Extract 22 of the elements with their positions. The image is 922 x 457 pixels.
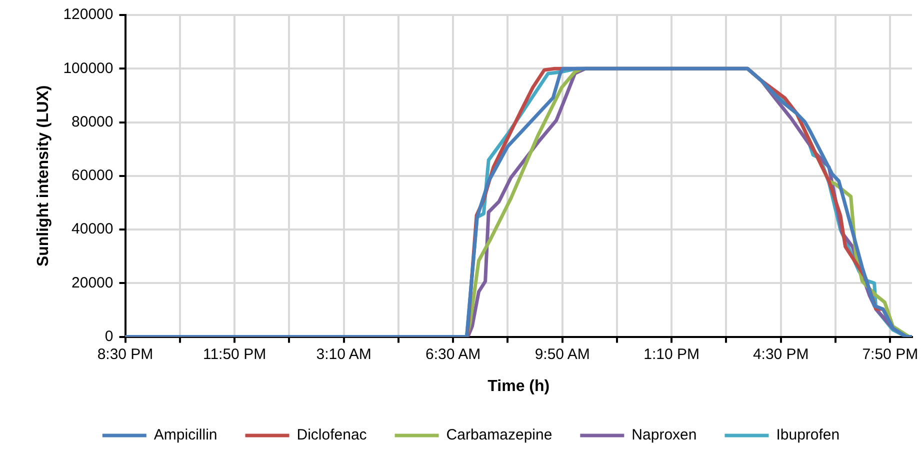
legend-label: Naproxen — [632, 426, 697, 444]
y-tick-label: 120000 — [63, 6, 114, 24]
y-tick-label: 0 — [104, 328, 114, 345]
legend-label: Diclofenac — [296, 426, 368, 444]
x-tick-label: 6:30 AM — [426, 346, 481, 363]
x-tick-label: 1:10 PM — [644, 346, 700, 363]
x-tick-label: 9:50 AM — [534, 346, 590, 363]
legend-label: Ibuprofen — [776, 426, 840, 444]
x-tick-label: 4:30 PM — [752, 346, 809, 363]
x-tick-label: 3:10 AM — [316, 346, 372, 363]
y-tick-label: 40000 — [72, 220, 114, 238]
legend-label: Ampicillin — [154, 426, 218, 444]
x-tick-label: 7:50 PM — [862, 346, 918, 363]
y-axis-title: Sunlight intensity (LUX) — [35, 85, 52, 267]
y-tick-label: 80000 — [72, 113, 114, 130]
x-tick-label: 8:30 PM — [97, 346, 154, 363]
y-tick-label: 100000 — [63, 60, 114, 77]
x-tick-label: 11:50 PM — [202, 346, 266, 363]
legend-label: Carbamazepine — [446, 426, 552, 444]
y-tick-label: 60000 — [72, 167, 114, 184]
y-tick-label: 20000 — [72, 274, 114, 292]
x-axis-title: Time (h) — [488, 378, 550, 395]
